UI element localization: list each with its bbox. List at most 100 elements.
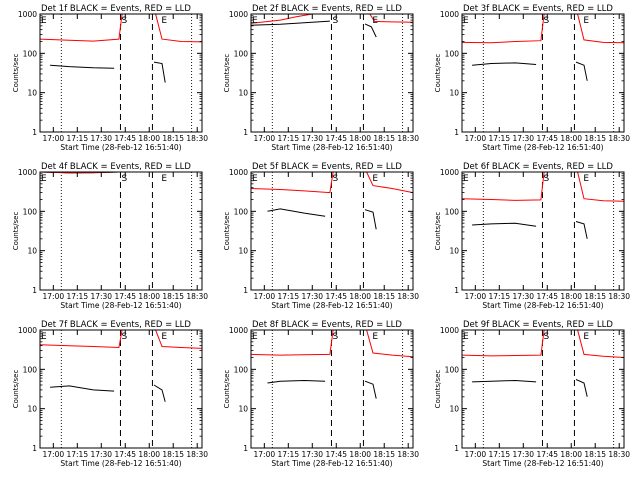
panel-3: Det 3f BLACK = Events, RED = LLD 1 10 100 10… (434, 4, 630, 152)
x-tick-label: 17:00 (465, 450, 487, 459)
marker-label-e: E (41, 332, 47, 342)
marker-label-s: S (332, 174, 338, 184)
series-events (472, 62, 537, 66)
x-tick-label: 18:15 (584, 134, 606, 143)
x-tick-label: 18:30 (186, 450, 208, 459)
x-tick-label: 17:00 (43, 292, 65, 301)
series-events (472, 379, 537, 383)
y-tick-label: 1 (32, 286, 37, 295)
series-lld (571, 172, 624, 202)
series-lld (571, 330, 624, 358)
marker-label-s: S (332, 16, 338, 26)
y-tick-label: 1000 (440, 168, 459, 177)
y-tick-label: 1000 (18, 168, 37, 177)
series-events (267, 208, 326, 217)
x-tick-label: 17:00 (254, 450, 276, 459)
x-tick-label: 17:15 (66, 450, 88, 459)
series-events (364, 380, 377, 399)
marker-label-s: S (543, 174, 549, 184)
x-tick-label: 17:15 (488, 450, 510, 459)
series-group (462, 172, 624, 239)
panel-title: Det 8f BLACK = Events, RED = LLD (252, 320, 402, 330)
x-tick-label: 18:15 (162, 450, 184, 459)
y-tick-label: 1000 (440, 10, 459, 19)
x-tick-label: 18:30 (397, 134, 419, 143)
x-axis-label: Start Time (28-Feb-12 16:51:40) (271, 301, 392, 310)
panel-title: Det 1f BLACK = Events, RED = LLD (41, 4, 191, 14)
series-lld (251, 330, 334, 356)
x-tick-label: 18:00 (349, 292, 371, 301)
x-tick-label: 17:45 (536, 134, 558, 143)
series-lld (360, 172, 413, 194)
series-events (251, 20, 330, 26)
plot-frame (250, 329, 414, 449)
y-tick-label: 100 (23, 49, 38, 58)
x-tick-label: 17:15 (66, 134, 88, 143)
x-tick-label: 18:30 (397, 450, 419, 459)
panel-title: Det 7f BLACK = Events, RED = LLD (41, 320, 191, 330)
x-tick-label: 17:45 (325, 134, 347, 143)
marker-label-e: E (161, 16, 167, 26)
series-group (462, 14, 624, 81)
y-tick-label: 100 (445, 207, 460, 216)
y-tick-label: 1 (243, 286, 248, 295)
marker-label-e: E (161, 332, 167, 342)
series-lld (462, 330, 545, 357)
x-tick-label: 17:00 (43, 134, 65, 143)
series-events (50, 385, 115, 392)
x-tick-label: 18:00 (138, 450, 160, 459)
marker-label-s: S (121, 174, 127, 184)
x-tick-label: 18:30 (397, 292, 419, 301)
marker-label-e: E (161, 174, 167, 184)
x-tick-label: 18:00 (560, 134, 582, 143)
series-events (364, 209, 377, 230)
y-axis-label: Counts/sec (434, 54, 442, 93)
y-axis-label: Counts/sec (12, 370, 20, 409)
x-tick-label: 18:00 (349, 134, 371, 143)
marker-label-e: E (372, 332, 378, 342)
x-axis-label: Start Time (28-Feb-12 16:51:40) (271, 459, 392, 468)
x-tick-label: 17:00 (43, 450, 65, 459)
y-tick-label: 1 (454, 286, 459, 295)
panel-title: Det 4f BLACK = Events, RED = LLD (41, 162, 191, 172)
y-tick-label: 10 (449, 89, 459, 98)
y-tick-label: 10 (449, 405, 459, 414)
y-tick-label: 100 (234, 49, 249, 58)
x-tick-label: 18:15 (373, 292, 395, 301)
x-tick-label: 17:45 (114, 450, 136, 459)
x-tick-label: 17:15 (488, 292, 510, 301)
plot-frame (250, 13, 414, 133)
x-tick-label: 18:30 (608, 134, 630, 143)
y-tick-label: 100 (23, 365, 38, 374)
y-tick-label: 10 (238, 405, 248, 414)
panel-title: Det 3f BLACK = Events, RED = LLD (463, 4, 613, 14)
y-tick-label: 100 (234, 365, 249, 374)
x-tick-label: 17:45 (536, 292, 558, 301)
x-axis-label: Start Time (28-Feb-12 16:51:40) (482, 301, 603, 310)
x-tick-label: 17:45 (325, 450, 347, 459)
series-lld (149, 14, 202, 43)
x-tick-label: 17:45 (114, 134, 136, 143)
x-tick-label: 18:15 (162, 292, 184, 301)
x-tick-label: 17:15 (66, 292, 88, 301)
x-tick-label: 17:45 (536, 450, 558, 459)
y-tick-label: 10 (27, 405, 37, 414)
panel-4: Det 4f BLACK = Events, RED = LLD 1 10 100 10… (12, 162, 208, 310)
y-tick-label: 10 (27, 247, 37, 256)
marker-label-e: E (41, 16, 47, 26)
y-tick-label: 100 (445, 49, 460, 58)
y-axis-label: Counts/sec (223, 212, 231, 251)
x-tick-label: 18:15 (373, 450, 395, 459)
y-tick-label: 10 (449, 247, 459, 256)
x-tick-label: 18:30 (186, 134, 208, 143)
panel-title: Det 9f BLACK = Events, RED = LLD (463, 320, 613, 330)
y-tick-label: 100 (445, 365, 460, 374)
x-tick-label: 17:00 (465, 292, 487, 301)
series-lld (40, 14, 123, 42)
marker-label-e: E (583, 16, 589, 26)
panel-6: Det 6f BLACK = Events, RED = LLD 1 10 100 10… (434, 162, 630, 310)
x-tick-label: 18:15 (373, 134, 395, 143)
x-tick-label: 17:30 (512, 450, 534, 459)
y-tick-label: 10 (238, 89, 248, 98)
